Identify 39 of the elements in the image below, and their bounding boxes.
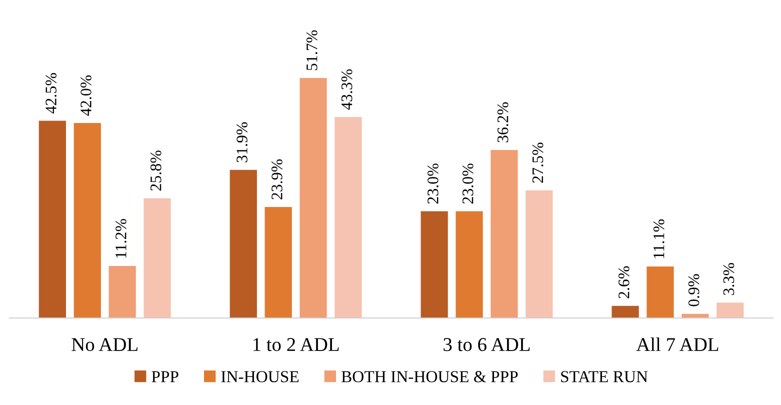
data-label: 27.5% [532, 142, 544, 183]
bar [74, 123, 101, 318]
data-label: 23.9% [272, 159, 282, 200]
data-label: 25.8% [150, 150, 162, 191]
x-tick-label: No ADL [72, 338, 138, 352]
x-tick-label: 1 to 2 ADL [253, 338, 339, 352]
bar [646, 266, 674, 318]
data-label: 11.2% [116, 218, 126, 258]
data-label: 43.3% [341, 69, 352, 110]
bar [144, 198, 171, 318]
data-label: 42.0% [80, 75, 92, 116]
data-label: 3.3% [723, 263, 734, 295]
bar [334, 116, 362, 318]
bar [108, 266, 136, 318]
bar [490, 150, 518, 318]
data-label: 23.0% [428, 164, 438, 204]
bar [300, 78, 327, 318]
bar [38, 120, 66, 318]
bar [230, 170, 257, 318]
legend-label: STATE RUN [561, 371, 648, 382]
bar [716, 302, 744, 318]
legend-label: IN-HOUSE [221, 371, 299, 382]
bar [420, 211, 448, 318]
bar [264, 207, 292, 318]
data-label: 0.9% [688, 274, 700, 306]
x-tick-label: All 7 ADL [636, 337, 718, 351]
data-label: 51.7% [306, 30, 318, 70]
data-label: 36.2% [497, 102, 508, 142]
x-tick-label: 3 to 6 ADL [444, 338, 530, 352]
bar [456, 211, 483, 318]
legend-label: BOTH IN-HOUSE & PPP [342, 371, 518, 382]
data-label: 23.0% [462, 164, 474, 204]
data-label: 11.1% [653, 219, 664, 258]
data-label: 31.9% [236, 122, 248, 162]
data-label: 2.6% [618, 266, 630, 298]
legend-label: PPP [152, 371, 178, 382]
bar [612, 306, 639, 318]
bar [526, 190, 553, 318]
data-label: 42.5% [46, 73, 56, 114]
